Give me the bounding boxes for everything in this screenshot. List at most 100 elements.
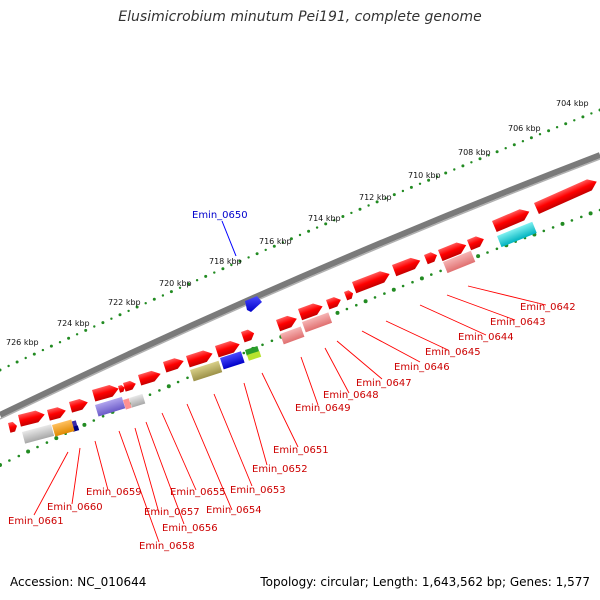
scale-dot — [324, 222, 328, 226]
scale-dot — [350, 211, 353, 215]
forward-gene — [534, 179, 597, 214]
label-line — [243, 382, 268, 466]
scale-dot — [289, 237, 293, 241]
gene-label: Emin_0655 — [170, 487, 226, 498]
gene-label: Emin_0651 — [273, 445, 329, 456]
label-lines — [33, 220, 547, 543]
scale-dot — [315, 226, 319, 229]
inner-dot — [186, 376, 189, 380]
inner-dot — [551, 226, 555, 229]
forward-gene — [123, 380, 136, 392]
forward-gene — [69, 399, 88, 413]
gene-label: Emin_0653 — [230, 485, 286, 496]
inner-dot — [54, 436, 59, 441]
gene-block-pink — [443, 250, 476, 274]
gene-block-orange — [51, 419, 75, 437]
inner-dot — [391, 287, 396, 292]
highlight-gene-label: Emin_0650 — [192, 210, 248, 221]
scale-dot — [41, 348, 45, 352]
gene-label: Emin_0649 — [295, 403, 351, 414]
inner-dot — [335, 310, 340, 315]
label-line — [161, 412, 197, 491]
scale-label: 706 kbp — [508, 124, 541, 133]
scale-dot — [444, 171, 448, 175]
scale-label: 724 kbp — [57, 319, 90, 328]
label-line — [94, 440, 109, 491]
scale-label: 716 kbp — [259, 237, 292, 246]
forward-gene — [467, 236, 484, 251]
inner-dot — [495, 247, 499, 251]
scale-dot — [453, 168, 456, 171]
label-line — [145, 421, 185, 525]
gene-block-blue — [220, 351, 245, 370]
inner-dot — [92, 419, 96, 422]
scale-dot — [213, 271, 216, 274]
label-line — [385, 320, 449, 351]
gene-label: Emin_0660 — [47, 502, 103, 513]
inner-dot — [0, 463, 2, 467]
forward-gene — [276, 315, 297, 332]
forward-gene — [186, 350, 213, 368]
scale-dot — [495, 150, 499, 154]
gene-label: Emin_0658 — [139, 541, 195, 552]
accession-text: Accession: NC_010644 — [10, 575, 147, 589]
scale-dot — [435, 175, 439, 178]
scale-dot — [169, 290, 173, 294]
forward-gene — [298, 303, 323, 321]
scale-label: 712 kbp — [359, 193, 392, 202]
forward-gene — [438, 242, 467, 262]
inner-dot — [242, 351, 246, 355]
genome-stats: Topology: circular; Length: 1,643,562 bp… — [260, 575, 590, 589]
forward-gene — [492, 209, 530, 233]
label-line — [324, 347, 350, 394]
gene-label: Emin_0644 — [458, 332, 514, 343]
gene-block-gray — [129, 393, 146, 408]
scale-dot — [161, 294, 165, 297]
scale-dot — [538, 133, 542, 136]
inner-dot — [261, 343, 264, 347]
scale-label: 704 kbp — [556, 99, 589, 108]
inner-dot — [430, 273, 433, 276]
inner-dot — [580, 215, 583, 219]
scale-dot — [529, 136, 533, 140]
gene-block-purple — [95, 396, 126, 417]
inner-dot — [476, 254, 481, 259]
forward-gene — [241, 329, 255, 343]
forward-gene — [47, 407, 66, 421]
gene-block-cyan — [497, 221, 537, 248]
scale-dot — [93, 325, 96, 328]
scale-dot — [127, 309, 130, 313]
scale-dot — [118, 313, 122, 317]
scale-dot — [555, 126, 559, 129]
scale-dot — [590, 112, 593, 115]
scale-dot — [418, 182, 422, 185]
label-line — [134, 427, 160, 514]
gene-label: Emin_0645 — [425, 347, 481, 358]
scale-dot — [478, 157, 482, 161]
inner-dot — [101, 414, 105, 418]
forward-gene — [163, 358, 184, 373]
labels: 704 kbp 706 kbp 708 kbp 710 kbp 712 kbp 714 k… — [6, 99, 589, 552]
scale-dot — [144, 302, 147, 305]
scale-label: 708 kbp — [458, 148, 491, 157]
gene-features — [8, 179, 597, 444]
inner-dot — [82, 422, 87, 427]
scale-dot — [264, 248, 267, 252]
scale-dot — [221, 267, 225, 271]
inner-dot — [148, 393, 152, 397]
gene-label: Emin_0643 — [490, 317, 546, 328]
label-line — [71, 447, 81, 505]
inner-dot — [419, 276, 424, 281]
forward-gene — [344, 290, 354, 301]
gene-block-salmon — [123, 398, 132, 410]
label-line — [261, 372, 299, 448]
gene-label: Emin_0642 — [520, 302, 576, 313]
inner-dot — [166, 384, 171, 389]
forward-gene — [8, 421, 17, 433]
scale-dot — [195, 279, 199, 282]
scale-dot — [521, 140, 525, 143]
scale-dot — [409, 185, 413, 189]
scale-dot — [512, 143, 516, 147]
inner-dot — [8, 459, 11, 462]
